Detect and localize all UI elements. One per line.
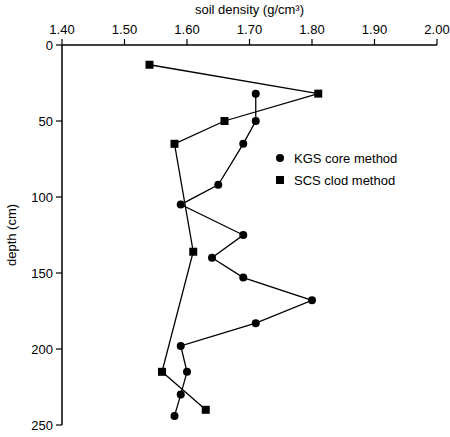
series-marker <box>252 117 260 125</box>
x-tick <box>249 39 250 45</box>
y-tick-label: 200 <box>31 342 53 357</box>
x-tick-label: 1.90 <box>362 22 387 37</box>
y-tick <box>56 196 62 197</box>
x-tick-label: 1.80 <box>299 22 324 37</box>
legend: KGS core method SCS clod method <box>276 151 397 188</box>
x-tick <box>124 39 125 45</box>
legend-marker <box>276 154 284 162</box>
series-marker <box>239 140 247 148</box>
series-marker <box>208 254 216 262</box>
y-tick <box>56 272 62 273</box>
series-marker <box>252 90 260 98</box>
y-axis-label: depth (cm) <box>4 204 19 266</box>
series-marker <box>171 412 179 420</box>
series-marker <box>158 368 166 376</box>
series-marker <box>239 231 247 239</box>
x-tick <box>374 39 375 45</box>
x-axis-label: soil density (g/cm³) <box>195 2 304 17</box>
series-marker <box>177 201 185 209</box>
plot-area <box>146 61 323 420</box>
x-tick-label: 1.40 <box>49 22 74 37</box>
x-tick-label: 1.60 <box>174 22 199 37</box>
series-marker <box>171 140 179 148</box>
series-marker <box>183 368 191 376</box>
y-axis <box>61 45 63 425</box>
chart: 1.40 1.50 1.60 1.70 1.80 1.90 2.00 0 50 100 150 200… <box>0 0 450 437</box>
y-tick <box>56 348 62 349</box>
x-tick <box>311 39 312 45</box>
legend-label: SCS clod method <box>294 173 395 188</box>
legend-label: KGS core method <box>294 151 397 166</box>
y-tick <box>56 424 62 425</box>
series-marker <box>177 342 185 350</box>
x-tick-label: 1.70 <box>237 22 262 37</box>
series-marker <box>252 319 260 327</box>
series-marker <box>177 391 185 399</box>
series-marker <box>189 248 197 256</box>
series-line <box>175 94 313 416</box>
x-tick <box>186 39 187 45</box>
series-marker <box>221 117 229 125</box>
legend-marker <box>276 176 284 184</box>
y-tick-label: 100 <box>31 190 53 205</box>
y-tick <box>56 120 62 121</box>
series-marker <box>239 274 247 282</box>
series-marker <box>214 181 222 189</box>
y-tick-label: 0 <box>46 38 53 53</box>
series-marker <box>202 406 210 414</box>
x-tick <box>436 39 437 45</box>
y-tick-label: 50 <box>39 114 53 129</box>
series-marker <box>146 61 154 69</box>
y-tick-label: 150 <box>31 266 53 281</box>
y-tick-label: 250 <box>31 418 53 433</box>
y-tick <box>56 44 62 45</box>
series-line <box>150 65 319 410</box>
x-tick-label: 1.50 <box>112 22 137 37</box>
x-tick-label: 2.00 <box>424 22 449 37</box>
x-tick <box>61 39 62 45</box>
series-marker <box>314 90 322 98</box>
series-marker <box>308 296 316 304</box>
